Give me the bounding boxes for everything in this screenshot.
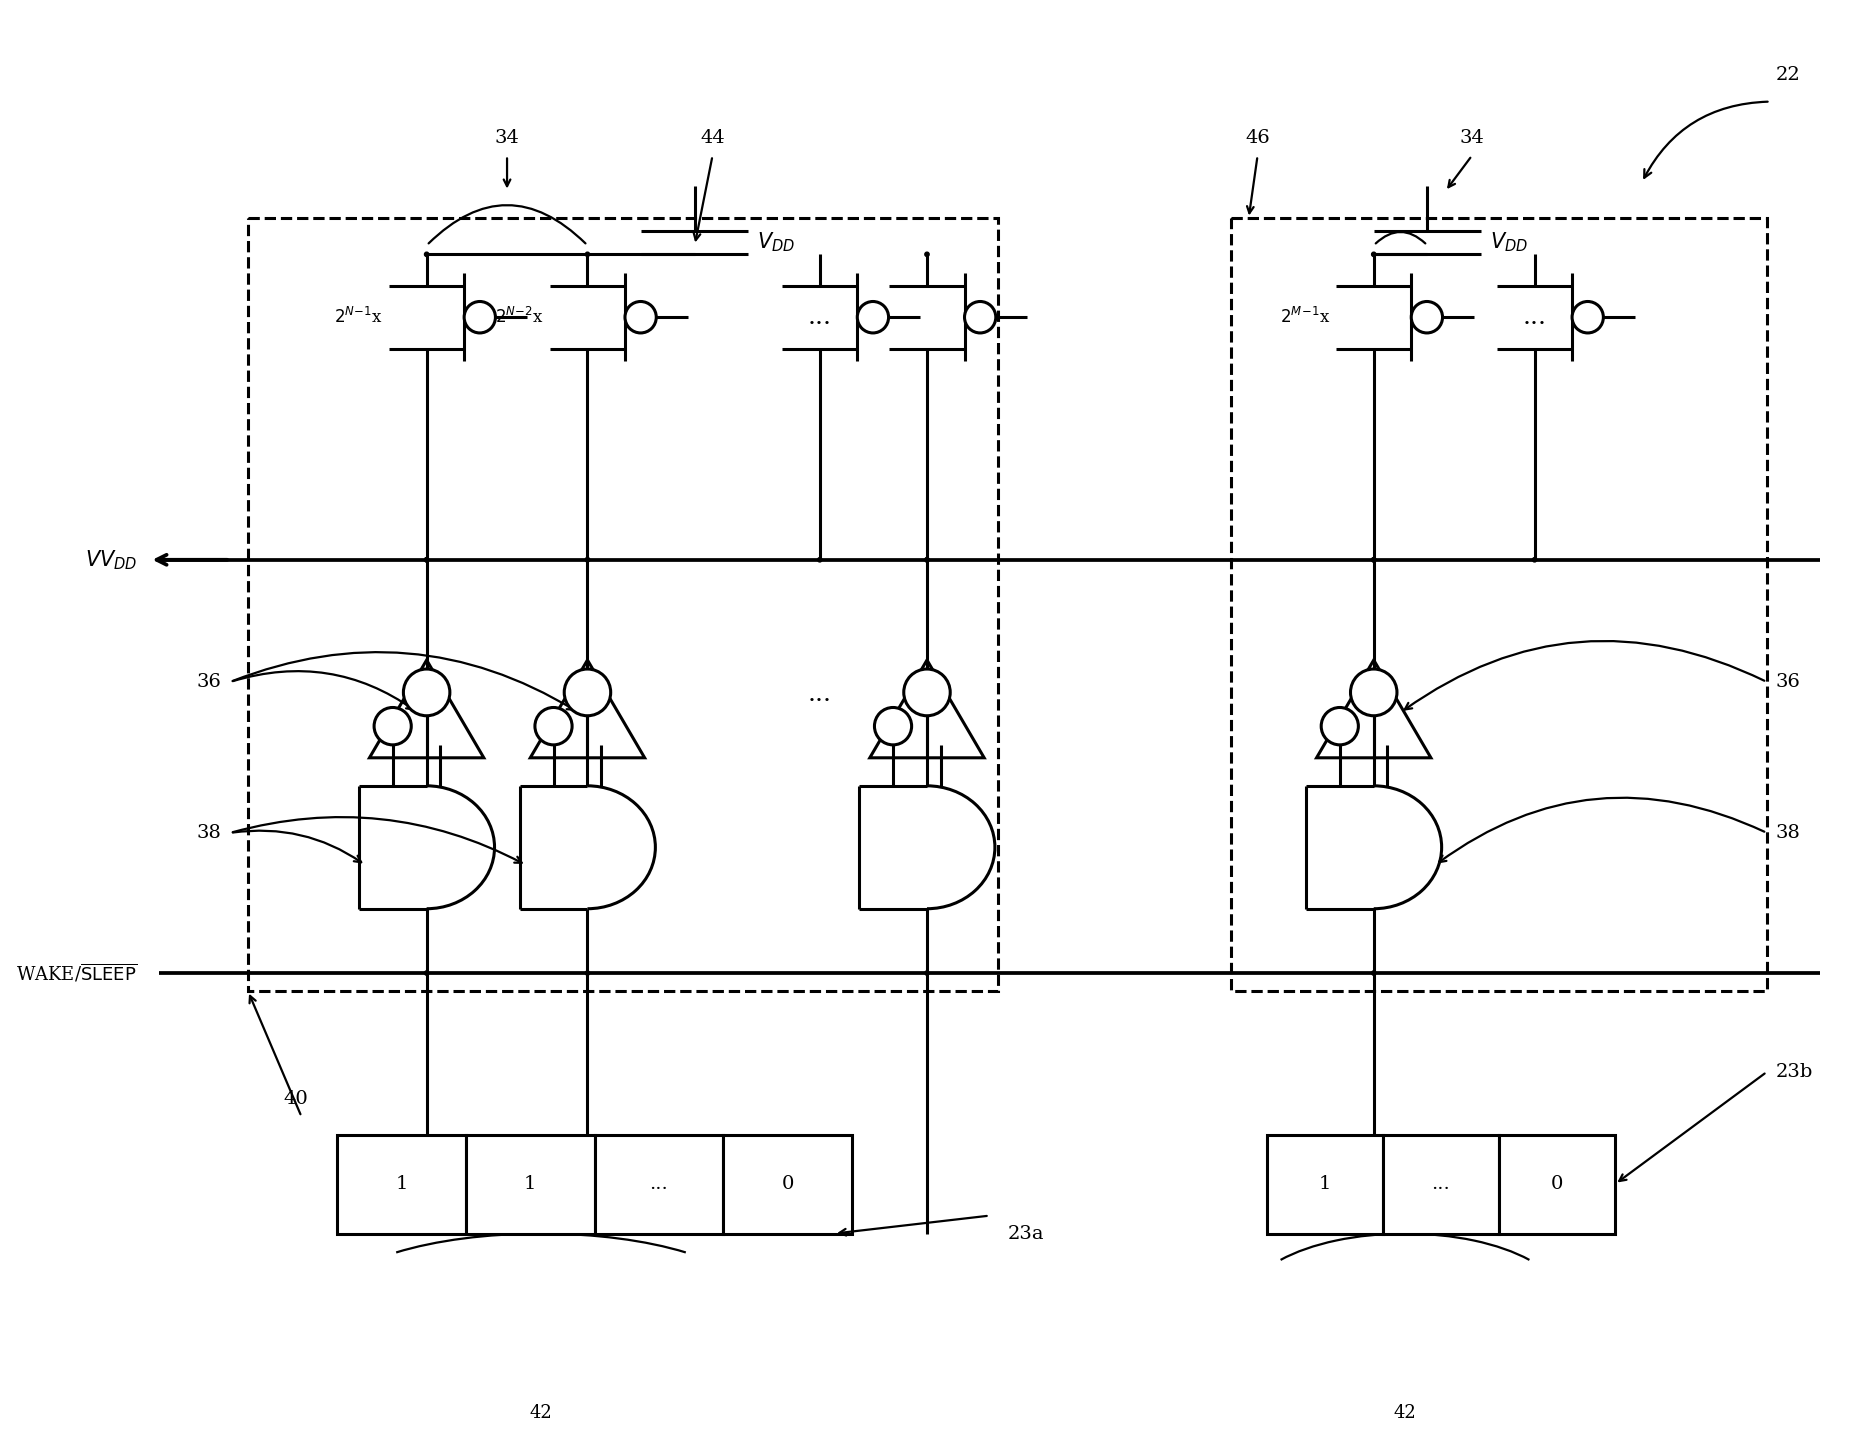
- Text: $V_{DD}$: $V_{DD}$: [1489, 229, 1528, 254]
- Text: 42: 42: [1394, 1404, 1417, 1423]
- Circle shape: [857, 302, 889, 333]
- Circle shape: [1350, 670, 1396, 716]
- Circle shape: [1322, 707, 1359, 745]
- Text: 23a: 23a: [1008, 1225, 1045, 1242]
- Text: 1: 1: [1318, 1175, 1331, 1193]
- Circle shape: [586, 557, 589, 561]
- Circle shape: [818, 557, 822, 561]
- Bar: [595, 1134, 723, 1234]
- Circle shape: [586, 253, 589, 257]
- Text: $2^{N\!-\!2}$x: $2^{N\!-\!2}$x: [494, 307, 543, 328]
- Circle shape: [924, 971, 930, 975]
- Circle shape: [565, 670, 612, 716]
- Bar: [336, 1134, 467, 1234]
- FancyArrowPatch shape: [1643, 101, 1768, 177]
- Text: $VV_{DD}$: $VV_{DD}$: [86, 548, 138, 571]
- Text: 34: 34: [494, 128, 519, 147]
- Text: $2^{N\!-\!1}$x: $2^{N\!-\!1}$x: [335, 307, 383, 328]
- Text: 0: 0: [781, 1175, 794, 1193]
- Circle shape: [965, 302, 996, 333]
- Circle shape: [1372, 557, 1376, 561]
- Text: 36: 36: [197, 672, 221, 691]
- Circle shape: [924, 253, 930, 257]
- Circle shape: [403, 670, 450, 716]
- Circle shape: [535, 707, 573, 745]
- FancyArrowPatch shape: [1405, 641, 1764, 710]
- Circle shape: [1411, 302, 1443, 333]
- Text: 40: 40: [284, 1089, 309, 1108]
- Circle shape: [586, 557, 589, 561]
- Text: 0: 0: [1550, 1175, 1563, 1193]
- Text: ...: ...: [649, 1175, 669, 1193]
- Bar: [723, 1134, 851, 1234]
- Text: 34: 34: [1459, 128, 1485, 147]
- Bar: [1498, 1134, 1615, 1234]
- FancyArrowPatch shape: [1376, 232, 1426, 244]
- Bar: [467, 1134, 595, 1234]
- Text: 42: 42: [530, 1404, 552, 1423]
- Text: 46: 46: [1246, 128, 1270, 147]
- Circle shape: [1372, 253, 1376, 257]
- FancyArrowPatch shape: [232, 831, 361, 863]
- Text: $2^{M\!-\!1}$x: $2^{M\!-\!1}$x: [1279, 307, 1329, 328]
- Circle shape: [465, 302, 496, 333]
- FancyArrowPatch shape: [232, 652, 574, 710]
- Circle shape: [1532, 557, 1537, 561]
- Text: ...: ...: [809, 683, 831, 706]
- Text: 44: 44: [701, 128, 725, 147]
- Circle shape: [374, 707, 411, 745]
- FancyArrowPatch shape: [429, 205, 586, 244]
- FancyArrowPatch shape: [232, 817, 522, 863]
- Text: 22: 22: [1775, 65, 1801, 84]
- Text: ...: ...: [809, 306, 831, 329]
- Text: 38: 38: [197, 824, 221, 841]
- Circle shape: [424, 971, 429, 975]
- Circle shape: [625, 302, 656, 333]
- Text: 1: 1: [396, 1175, 407, 1193]
- Bar: [1383, 1134, 1498, 1234]
- FancyArrowPatch shape: [232, 671, 413, 710]
- Circle shape: [1372, 557, 1376, 561]
- Text: 38: 38: [1775, 824, 1801, 841]
- Circle shape: [586, 971, 589, 975]
- Text: 36: 36: [1775, 672, 1801, 691]
- Circle shape: [1372, 971, 1376, 975]
- Circle shape: [903, 670, 950, 716]
- Circle shape: [424, 253, 429, 257]
- Text: $1$x: $1$x: [861, 309, 883, 326]
- Bar: [247, 218, 998, 991]
- FancyArrowPatch shape: [1439, 798, 1764, 861]
- Circle shape: [874, 707, 911, 745]
- Text: 23b: 23b: [1775, 1063, 1813, 1081]
- Circle shape: [424, 557, 429, 561]
- Text: $V_{DD}$: $V_{DD}$: [757, 229, 796, 254]
- Circle shape: [1573, 302, 1602, 333]
- Circle shape: [424, 557, 429, 561]
- Bar: [1266, 1134, 1383, 1234]
- Text: 1: 1: [524, 1175, 537, 1193]
- Circle shape: [924, 557, 930, 561]
- Text: ...: ...: [1431, 1175, 1450, 1193]
- Text: WAKE/$\overline{\rm SLEEP}$: WAKE/$\overline{\rm SLEEP}$: [17, 962, 138, 984]
- Circle shape: [924, 557, 930, 561]
- Bar: [1231, 218, 1766, 991]
- Text: ...: ...: [1523, 306, 1547, 329]
